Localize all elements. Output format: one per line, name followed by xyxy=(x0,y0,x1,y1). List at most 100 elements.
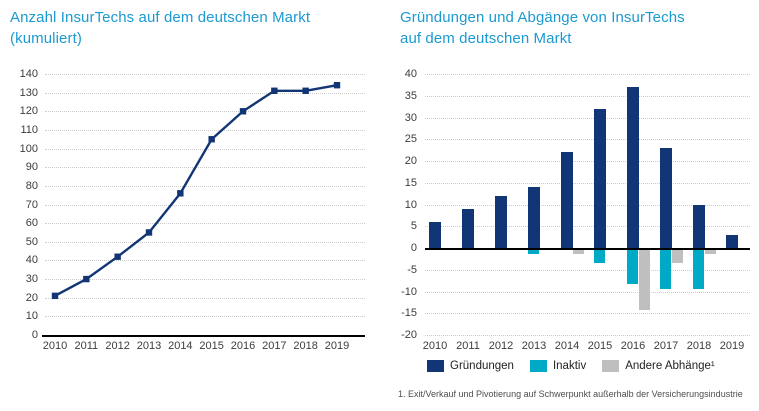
gridline xyxy=(45,204,365,206)
x-axis-line xyxy=(42,335,365,337)
data-point-marker xyxy=(51,292,59,300)
y-tick-label: -15 xyxy=(401,307,417,320)
gridline xyxy=(45,279,365,281)
legend-item-inaktiv: Inaktiv xyxy=(529,360,586,372)
data-point-marker xyxy=(145,229,153,236)
x-tick-label: 2018 xyxy=(686,340,712,352)
gridline xyxy=(425,117,750,119)
data-point-marker xyxy=(302,87,309,94)
footnote: 1. Exit/Verkauf und Pivotierung auf Schw… xyxy=(398,389,743,399)
legend-label-andere-abhaenge: Andere Abhänge¹ xyxy=(625,360,715,372)
x-tick-label: 2012 xyxy=(105,340,130,352)
line-series xyxy=(54,84,338,297)
legend-label-gruendungen: Gründungen xyxy=(450,360,514,372)
gridline xyxy=(45,92,365,94)
x-tick-label: 2013 xyxy=(521,340,547,352)
x-tick-label: 2013 xyxy=(136,340,162,352)
y-tick-label: 20 xyxy=(404,155,417,167)
x-tick-label: 2016 xyxy=(620,340,646,352)
gridline xyxy=(425,313,750,315)
bar-inaktiv-2013 xyxy=(528,249,539,254)
gridline xyxy=(45,297,365,299)
gridline xyxy=(45,74,365,75)
x-tick-label: 2018 xyxy=(293,340,318,352)
y-tick-label: 90 xyxy=(25,161,38,174)
y-tick-label: 30 xyxy=(25,273,38,286)
left-chart-title-line2: (kumuliert) xyxy=(10,30,82,47)
zero-axis-line xyxy=(425,247,750,250)
bar-andere-abh-nge-2014 xyxy=(573,249,584,254)
right-chart-title-line1: Gründungen und Abgänge von InsurTechs xyxy=(400,9,685,26)
right-chart-title: Gründungen und Abgänge von InsurTechs au… xyxy=(400,7,750,49)
gridline xyxy=(425,95,750,97)
gridline xyxy=(425,269,750,271)
bar-inaktiv-2018 xyxy=(693,249,704,289)
gridline xyxy=(45,185,365,187)
gridline xyxy=(45,260,365,262)
y-tick-label: 20 xyxy=(25,291,38,304)
y-tick-label: 30 xyxy=(404,111,417,124)
y-tick-label: 0 xyxy=(410,242,417,254)
x-tick-label: 2017 xyxy=(653,340,679,352)
legend-swatch-gruendungen xyxy=(427,360,444,372)
gridline xyxy=(425,335,750,336)
data-point-marker xyxy=(333,81,341,89)
y-tick-label: 5 xyxy=(410,220,417,233)
y-tick-label: 10 xyxy=(25,310,38,323)
y-tick-label: 50 xyxy=(25,235,38,248)
data-point-marker xyxy=(239,108,247,115)
y-tick-label: 40 xyxy=(25,254,38,267)
x-tick-label: 2014 xyxy=(554,340,580,352)
x-tick-label: 2011 xyxy=(74,340,99,352)
x-tick-label: 2014 xyxy=(168,340,193,352)
gridline xyxy=(425,204,750,206)
bar-gr-ndungen-2015 xyxy=(594,108,606,248)
y-tick-label: 15 xyxy=(404,176,417,189)
gridline xyxy=(45,223,365,225)
gridline xyxy=(425,161,750,162)
gridline xyxy=(45,167,365,169)
legend-item-andere-abhaenge: Andere Abhänge¹ xyxy=(602,360,715,372)
y-tick-label: 70 xyxy=(25,198,38,211)
bar-gr-ndungen-2018 xyxy=(693,204,705,248)
y-tick-label: 140 xyxy=(19,68,38,80)
bar-gr-ndungen-2012 xyxy=(495,195,507,248)
gridline xyxy=(425,139,750,141)
y-tick-label: -5 xyxy=(407,263,417,276)
y-tick-label: 60 xyxy=(25,217,38,230)
bar-andere-abh-nge-2016 xyxy=(639,249,650,311)
gridline xyxy=(45,316,365,318)
y-tick-label: -10 xyxy=(401,285,417,298)
x-tick-label: 2010 xyxy=(42,340,68,352)
right-chart-title-line2: auf dem deutschen Markt xyxy=(400,30,572,47)
bar-gr-ndungen-2019 xyxy=(726,234,738,248)
legend: Gründungen Inaktiv Andere Abhänge¹ xyxy=(427,360,715,372)
x-tick-label: 2015 xyxy=(199,340,224,352)
bar-gr-ndungen-2014 xyxy=(561,152,573,248)
x-tick-label: 2012 xyxy=(488,340,514,352)
bar-gr-ndungen-2011 xyxy=(462,208,474,248)
y-tick-label: 25 xyxy=(404,133,417,146)
y-tick-label: 80 xyxy=(25,179,38,192)
bar-gr-ndungen-2017 xyxy=(660,147,672,248)
legend-item-gruendungen: Gründungen xyxy=(427,360,514,372)
data-point-marker xyxy=(114,253,121,260)
bar-inaktiv-2017 xyxy=(660,249,671,289)
y-tick-label: 0 xyxy=(31,329,38,341)
data-point-marker xyxy=(271,87,278,94)
x-tick-label: 2016 xyxy=(230,340,256,352)
y-tick-label: 100 xyxy=(19,142,38,155)
y-tick-label: 40 xyxy=(404,68,417,80)
gridline xyxy=(45,111,365,113)
x-tick-label: 2011 xyxy=(456,340,480,352)
bar-gr-ndungen-2010 xyxy=(429,221,441,248)
bar-gr-ndungen-2013 xyxy=(528,187,540,248)
gridline xyxy=(45,241,365,243)
x-tick-label: 2010 xyxy=(422,340,448,352)
bar-andere-abh-nge-2018 xyxy=(705,249,716,254)
insurtech-count-line xyxy=(51,81,341,300)
x-tick-label: 2019 xyxy=(719,340,745,352)
gridline xyxy=(425,226,750,228)
y-tick-label: 120 xyxy=(19,105,38,118)
